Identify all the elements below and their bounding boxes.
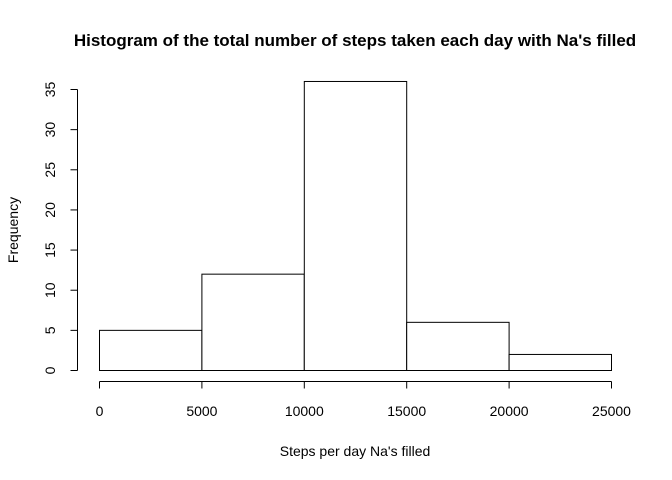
y-tick-label: 15 xyxy=(42,242,58,258)
y-tick-label: 35 xyxy=(42,82,58,98)
histogram-bar xyxy=(201,273,305,371)
x-axis-label: Steps per day Na's filled xyxy=(280,443,431,459)
x-tick-label: 15000 xyxy=(387,403,426,419)
bars-group xyxy=(99,80,613,372)
y-tick-label: 10 xyxy=(42,282,58,298)
chart-title: Histogram of the total number of steps t… xyxy=(74,31,636,50)
y-axis: 0 5 10 15 20 25 30 35 xyxy=(42,82,78,374)
histogram-bar xyxy=(99,329,203,372)
x-axis: 0 5000 10000 15000 20000 25000 xyxy=(96,381,631,419)
histogram-bar xyxy=(508,353,613,372)
y-tick-label: 0 xyxy=(42,366,58,374)
y-axis-label: Frequency xyxy=(5,197,21,263)
histogram-bar xyxy=(406,321,510,372)
x-tick-label: 0 xyxy=(96,403,104,419)
histogram-bar xyxy=(303,80,408,371)
y-tick-label: 20 xyxy=(42,202,58,218)
x-tick-label: 10000 xyxy=(285,403,324,419)
x-tick-label: 5000 xyxy=(186,403,217,419)
y-tick-label: 5 xyxy=(42,326,58,334)
x-tick-label: 25000 xyxy=(592,403,631,419)
y-tick-label: 25 xyxy=(42,162,58,178)
y-tick-label: 30 xyxy=(42,122,58,138)
x-tick-label: 20000 xyxy=(490,403,529,419)
